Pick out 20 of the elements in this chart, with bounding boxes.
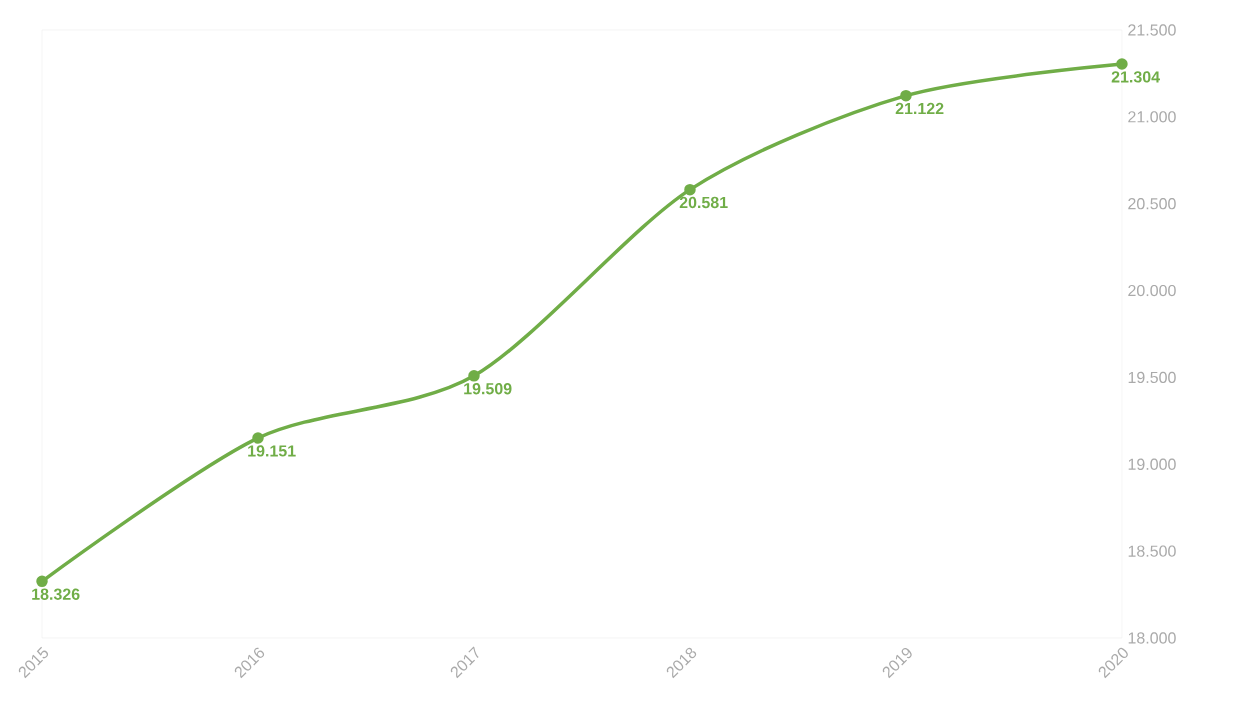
- y-tick-label: 20.500: [1128, 198, 1176, 210]
- data-label: 20.581: [679, 196, 728, 209]
- data-label: 21.122: [895, 102, 944, 115]
- y-tick-label: 19.500: [1128, 371, 1176, 384]
- point: [684, 183, 696, 196]
- y-tick-label: 21.500: [1128, 24, 1176, 36]
- y-tick-label: 20.000: [1128, 284, 1176, 297]
- y-tick-label: 19.000: [1128, 458, 1176, 470]
- data-label: 19.151: [248, 445, 296, 457]
- point: [1116, 58, 1128, 70]
- y-tick-label: 18.000: [1128, 632, 1176, 644]
- point: [900, 89, 912, 102]
- point: [36, 575, 48, 588]
- data-label: 19.509: [464, 383, 512, 395]
- data-label: 18.326: [32, 588, 80, 600]
- point: [252, 432, 264, 444]
- data-label: 21.304: [1111, 71, 1160, 83]
- y-tick-label: 18.500: [1128, 545, 1176, 557]
- y-tick-label: 21.000: [1128, 111, 1176, 123]
- point: [468, 370, 480, 382]
